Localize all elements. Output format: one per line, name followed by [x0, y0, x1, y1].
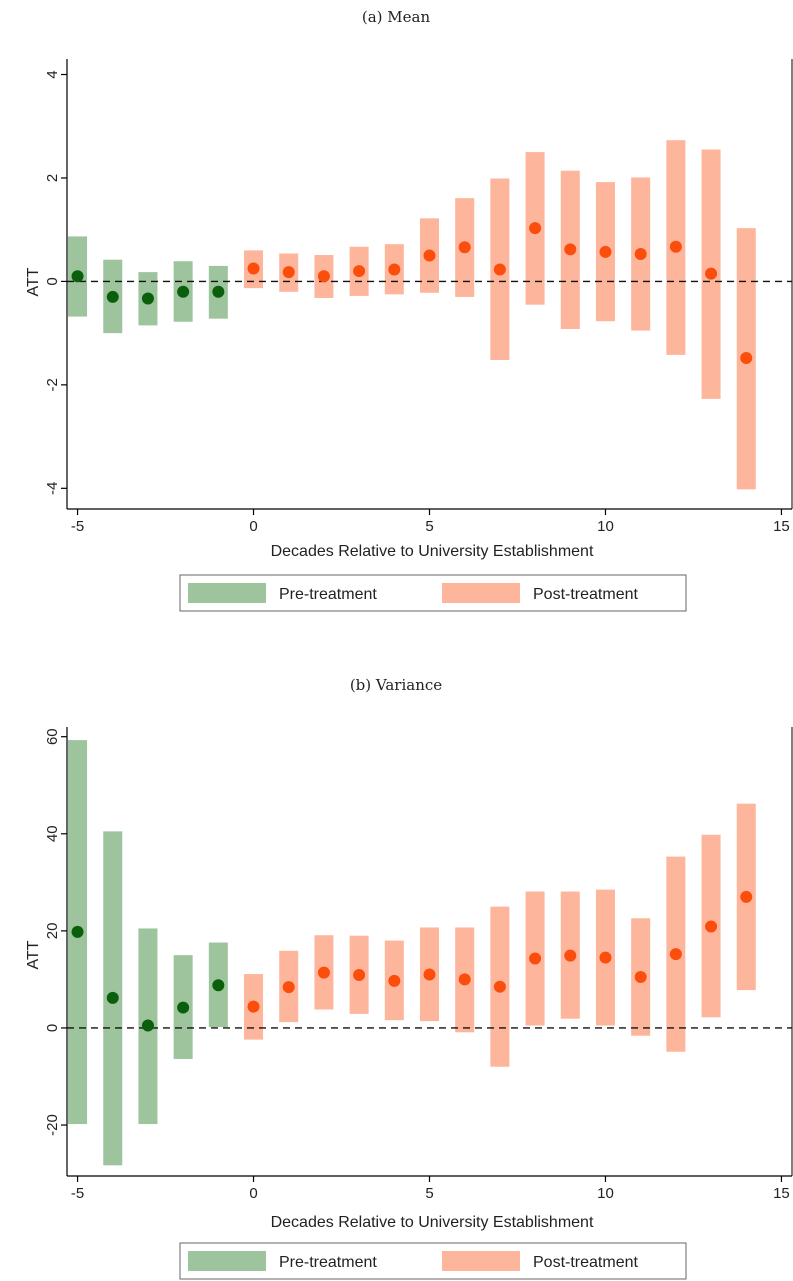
point-estimate [388, 263, 401, 276]
x-axis-label: Decades Relative to University Establish… [271, 543, 594, 560]
x-axis-label: Decades Relative to University Establish… [271, 1214, 594, 1231]
point-estimate [493, 980, 506, 993]
y-ticks: 60 40 20 0 -20 [44, 728, 67, 1136]
point-estimate [141, 292, 154, 305]
panel-variance: (b) Variance 60 40 20 0 -20 -5 0 5 10 15 Decades… [25, 676, 793, 1280]
legend-label-pre: Pre-treatment [279, 586, 377, 603]
point-estimate [317, 270, 330, 283]
y-tick-label: 4 [44, 70, 61, 78]
legend-label-post: Post-treatment [533, 586, 638, 603]
x-tick-label: -5 [71, 1185, 84, 1202]
point-estimate [317, 966, 330, 979]
point-estimate [458, 973, 471, 986]
y-tick-label: 0 [44, 277, 61, 285]
point-estimate [106, 290, 119, 303]
point-estimate [740, 890, 753, 903]
point-estimate [282, 266, 295, 279]
point-estimate [141, 1019, 154, 1032]
x-ticks: -5 0 5 10 15 [71, 509, 790, 535]
y-tick-label: 0 [44, 1024, 61, 1032]
x-ticks: -5 0 5 10 15 [71, 1176, 790, 1202]
point-estimate [705, 920, 718, 933]
y-tick-label: -2 [44, 378, 61, 391]
point-estimate [529, 952, 542, 965]
y-tick-label: -4 [44, 482, 61, 495]
point-estimate [634, 970, 647, 983]
legend-swatch-pre [188, 1251, 266, 1271]
x-tick-label: 5 [425, 518, 433, 535]
legend-label-post: Post-treatment [533, 1254, 638, 1271]
panel-caption: (a) Mean [362, 8, 431, 26]
point-estimate [564, 949, 577, 962]
point-estimate [71, 270, 84, 283]
point-estimate [353, 265, 366, 278]
y-tick-label: -20 [44, 1114, 61, 1136]
point-estimate [388, 974, 401, 987]
x-tick-label: 10 [597, 518, 614, 535]
point-estimate [423, 968, 436, 981]
y-axis-label: ATT [25, 267, 42, 296]
y-tick-label: 40 [44, 825, 61, 842]
point-estimate [669, 240, 682, 253]
legend-swatch-pre [188, 583, 266, 603]
y-axis-label: ATT [25, 940, 42, 969]
point-estimate [599, 245, 612, 258]
point-estimate [282, 981, 295, 994]
x-tick-label: 10 [597, 1185, 614, 1202]
x-tick-label: 15 [773, 518, 790, 535]
point-estimate [634, 248, 647, 260]
point-estimate [353, 969, 366, 982]
legend-swatch-post [442, 583, 520, 603]
point-estimate [247, 262, 260, 275]
point-estimate [669, 948, 682, 961]
point-estimate [564, 243, 577, 256]
point-estimate [247, 1000, 260, 1013]
y-tick-label: 60 [44, 728, 61, 745]
point-estimate [106, 991, 119, 1004]
point-estimate [212, 979, 225, 992]
point-estimate [423, 249, 436, 262]
point-estimate [212, 285, 225, 298]
plot-marks [67, 140, 792, 490]
point-estimate [177, 285, 190, 298]
x-tick-label: 0 [249, 1185, 257, 1202]
plot-marks [67, 740, 792, 1166]
legend-label-pre: Pre-treatment [279, 1254, 377, 1271]
panel-caption: (b) Variance [350, 676, 442, 694]
legend: Pre-treatment Post-treatment [179, 1242, 687, 1280]
x-tick-label: 5 [425, 1185, 433, 1202]
y-tick-label: 20 [44, 923, 61, 940]
legend-swatch-post [442, 1251, 520, 1271]
point-estimate [177, 1001, 190, 1014]
x-tick-label: 15 [773, 1185, 790, 1202]
point-estimate [740, 351, 753, 364]
point-estimate [493, 263, 506, 276]
panel-mean: (a) Mean 4 2 0 -2 -4 -5 0 5 10 15 Decades Relati… [25, 8, 793, 612]
point-estimate [71, 925, 84, 938]
legend: Pre-treatment Post-treatment [179, 574, 687, 612]
point-estimate [599, 951, 612, 964]
point-estimate [529, 222, 542, 235]
point-estimate [705, 267, 718, 280]
y-ticks: 4 2 0 -2 -4 [44, 70, 67, 495]
point-estimate [458, 241, 471, 254]
y-tick-label: 2 [44, 174, 61, 182]
x-tick-label: -5 [71, 518, 84, 535]
x-tick-label: 0 [249, 518, 257, 535]
